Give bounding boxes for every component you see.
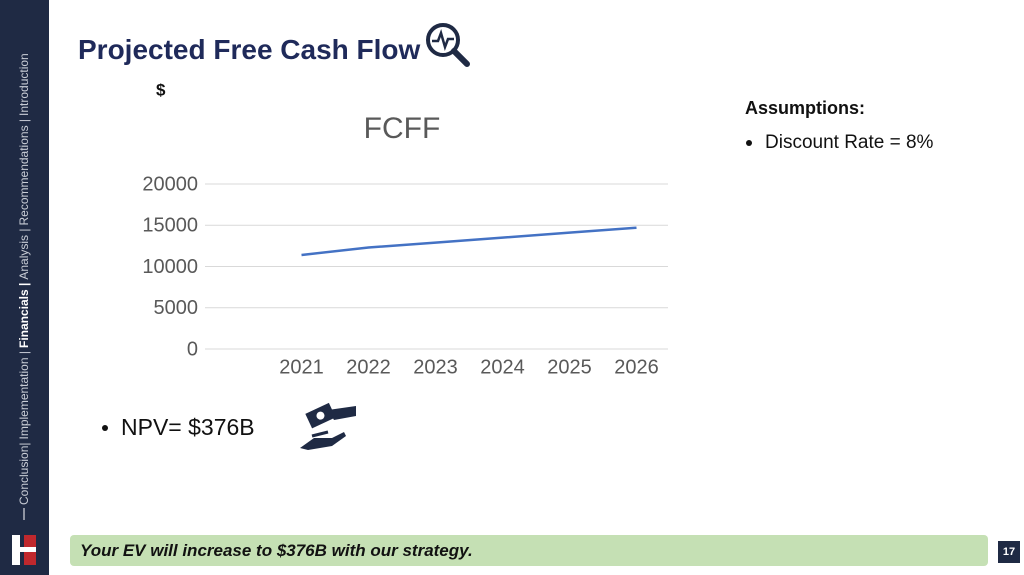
x-tick-label: 2026 bbox=[614, 356, 659, 378]
y-tick-label: 20000 bbox=[142, 173, 198, 195]
assumption: Discount Rate = 8% bbox=[745, 132, 933, 154]
banner: Your EV will increase to $376B with our … bbox=[70, 535, 988, 566]
y-tick-label: 15000 bbox=[142, 215, 198, 237]
npv: NPV= $376B bbox=[101, 414, 255, 441]
analytics-icon bbox=[426, 23, 470, 67]
x-tick-label: 2021 bbox=[279, 356, 324, 378]
banner-text: Your EV will increase to $376B with our … bbox=[80, 541, 473, 560]
x-tick-label: 2022 bbox=[346, 356, 391, 378]
x-tick-label: 2024 bbox=[480, 356, 525, 378]
x-tick-label: 2025 bbox=[547, 356, 592, 378]
y-tick-label: 5000 bbox=[154, 297, 199, 319]
sidebar-decor bbox=[12, 508, 36, 565]
logo bbox=[12, 535, 36, 565]
y-tick-label: 10000 bbox=[142, 256, 198, 278]
money-hand-icon bbox=[300, 402, 356, 450]
chart-title: FCFF bbox=[364, 112, 441, 145]
chart: $ FCFF 0 5000 10000 15000 20000 2021 2022 2023 2… bbox=[142, 80, 668, 378]
page-number: 17 bbox=[998, 541, 1020, 563]
sidebar: Conclusion|Implementation |Financials |A… bbox=[0, 0, 49, 575]
slide-title: Projected Free Cash Flow bbox=[78, 34, 421, 65]
assumptions-heading: Assumptions: bbox=[745, 98, 866, 118]
y-tick-label: 0 bbox=[187, 338, 198, 360]
line bbox=[301, 226, 637, 257]
x-tick-label: 2023 bbox=[413, 356, 458, 378]
y-axis-label: $ bbox=[156, 80, 166, 99]
